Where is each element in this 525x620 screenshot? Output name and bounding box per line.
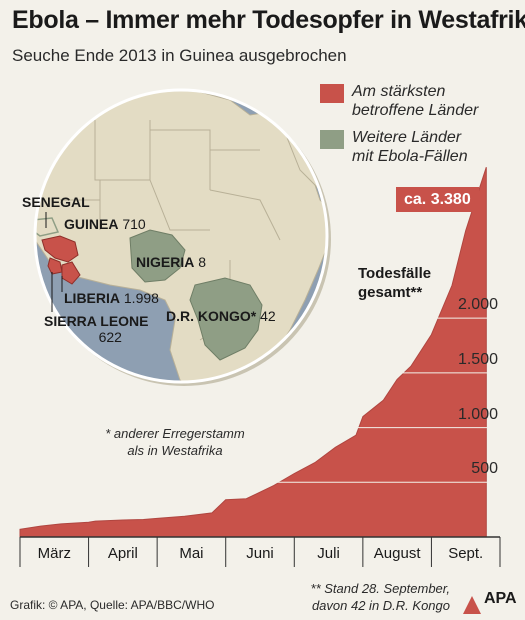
country-value: 8 xyxy=(198,254,207,270)
footnote-line: als in Westafrika xyxy=(127,443,223,458)
footnote-date: ** Stand 28. September, davon 42 in D.R.… xyxy=(270,580,450,614)
legend-swatch-other xyxy=(320,130,344,149)
country-value: 42 xyxy=(260,308,276,324)
africa-map xyxy=(33,88,331,386)
map-label-liberia: LIBERIA 1.998 xyxy=(64,290,159,306)
country-name: SENEGAL xyxy=(22,194,90,210)
x-tick-label: Juli xyxy=(317,545,340,562)
page-subtitle: Seuche Ende 2013 in Guinea ausgebrochen xyxy=(12,46,347,65)
y-axis-label-line: Todesfälle xyxy=(358,265,432,282)
y-axis-label-line: gesamt** xyxy=(358,284,423,301)
country-value: 1.998 xyxy=(123,290,159,306)
x-tick-label: Mai xyxy=(179,545,204,562)
page-title: Ebola – Immer mehr Todesopfer in Westafr… xyxy=(12,6,525,34)
y-axis-label: Todesfälle gesamt** xyxy=(358,264,431,302)
x-tick-label: Sept. xyxy=(448,545,484,562)
x-tick-label: März xyxy=(37,545,71,562)
drc-shape xyxy=(189,277,263,361)
death-toll-area xyxy=(19,167,487,538)
legend-label: Am stärksten xyxy=(352,83,446,100)
x-tick-label: Juni xyxy=(246,545,274,562)
map-label-nigeria: NIGERIA 8 xyxy=(136,254,206,270)
map-label-guinea: GUINEA 710 xyxy=(64,216,146,232)
map-label-sierra-leone: SIERRA LEONE 622 xyxy=(44,313,149,345)
country-value: 622 xyxy=(98,329,122,345)
legend-label: mit Ebola-Fällen xyxy=(352,148,468,165)
legend-label: betroffene Länder xyxy=(352,102,479,119)
liberia-shape xyxy=(61,261,81,285)
apa-logo-mark xyxy=(463,596,481,614)
nigeria-shape xyxy=(129,229,186,283)
senegal-shape xyxy=(35,217,60,237)
country-value: 710 xyxy=(122,216,146,232)
country-name: LIBERIA xyxy=(64,290,120,306)
y-tick-label: 2.000 xyxy=(457,296,498,314)
x-tick-label: August xyxy=(373,545,421,562)
y-tick-label: 500 xyxy=(471,460,498,478)
map-label-drc: D.R. KONGO* 42 xyxy=(166,308,276,324)
apa-logo: APA xyxy=(484,590,517,607)
y-tick-label: 1.500 xyxy=(457,350,498,368)
map-label-senegal: SENEGAL xyxy=(22,194,90,210)
legend-swatch-outbreak xyxy=(320,84,344,103)
legend-label: Weitere Länder xyxy=(352,129,462,146)
country-name: SIERRA LEONE xyxy=(44,313,149,329)
footnote-strain: * anderer Erregerstamm als in Westafrika xyxy=(80,425,270,459)
total-badge: ca. 3.380 xyxy=(396,187,479,212)
footnote-line: ** Stand 28. September, xyxy=(310,581,450,596)
y-tick-label: 1.000 xyxy=(457,405,498,423)
footnote-line: davon 42 in D.R. Kongo xyxy=(311,598,450,613)
x-tick-label: April xyxy=(107,545,138,562)
footnote-line: * anderer Erregerstamm xyxy=(105,426,245,441)
country-name: NIGERIA xyxy=(136,254,195,270)
x-axis-ticks xyxy=(19,537,501,567)
guinea-shape xyxy=(41,235,79,263)
source-credit: Grafik: © APA, Quelle: APA/BBC/WHO xyxy=(10,598,215,612)
country-name: GUINEA xyxy=(64,216,119,232)
globe-rim xyxy=(33,88,329,384)
sierra-leone-shape xyxy=(47,257,63,275)
country-name: D.R. KONGO* xyxy=(166,308,257,324)
